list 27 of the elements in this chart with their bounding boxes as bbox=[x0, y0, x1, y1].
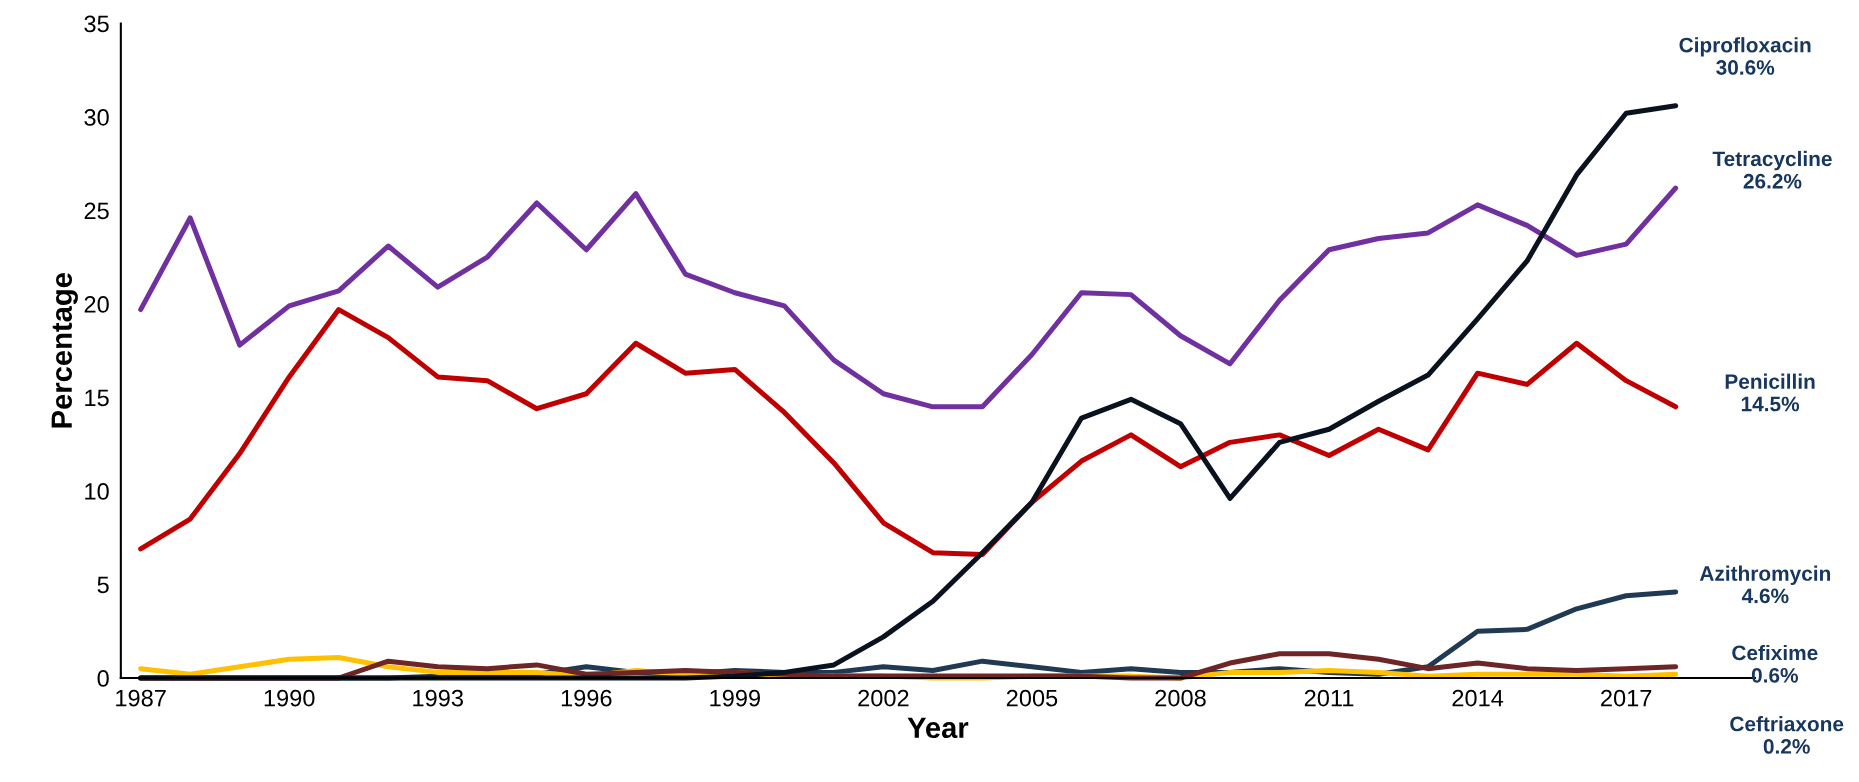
annotation: Tetracycline 26.2% bbox=[1712, 150, 1832, 189]
x-tick-label: 2008 bbox=[1155, 689, 1206, 707]
x-tick-label: 2002 bbox=[858, 689, 909, 707]
x-tick-label: 1990 bbox=[264, 689, 315, 707]
x-tick-label: 2005 bbox=[1006, 689, 1058, 707]
y-tick-label: 5 bbox=[97, 576, 109, 594]
x-tick-label: 1987 bbox=[116, 689, 166, 707]
x-axis-title: Year bbox=[907, 717, 969, 739]
x-tick-label: 1996 bbox=[561, 689, 612, 707]
annotation: Azithromycin 4.6% bbox=[1699, 565, 1831, 604]
y-axis-title: Percentage bbox=[51, 273, 78, 428]
annotation: Cefixime 0.6% bbox=[1732, 644, 1818, 683]
x-tick-label: 1999 bbox=[710, 689, 760, 707]
x-tick-label: 2014 bbox=[1452, 689, 1504, 707]
y-tick-label: 10 bbox=[85, 483, 109, 500]
x-tick-label: 2011 bbox=[1304, 689, 1354, 707]
annotation: Ciprofloxacin 30.6% bbox=[1679, 37, 1811, 75]
y-tick-label: 30 bbox=[84, 109, 109, 126]
x-tick-label: 2017 bbox=[1601, 689, 1652, 707]
text: Ceftriaxone 0.2% bbox=[1730, 716, 1844, 754]
y-tick-label: 20 bbox=[84, 296, 109, 313]
y-tick-label: 35 bbox=[84, 15, 109, 33]
x-tick-label: 1993 bbox=[413, 689, 463, 707]
y-tick-label: 0 bbox=[97, 670, 109, 687]
y-tick-label: 15 bbox=[85, 389, 109, 407]
annotation: Penicillin 14.5% bbox=[1725, 373, 1815, 412]
y-tick-label: 25 bbox=[84, 202, 109, 220]
